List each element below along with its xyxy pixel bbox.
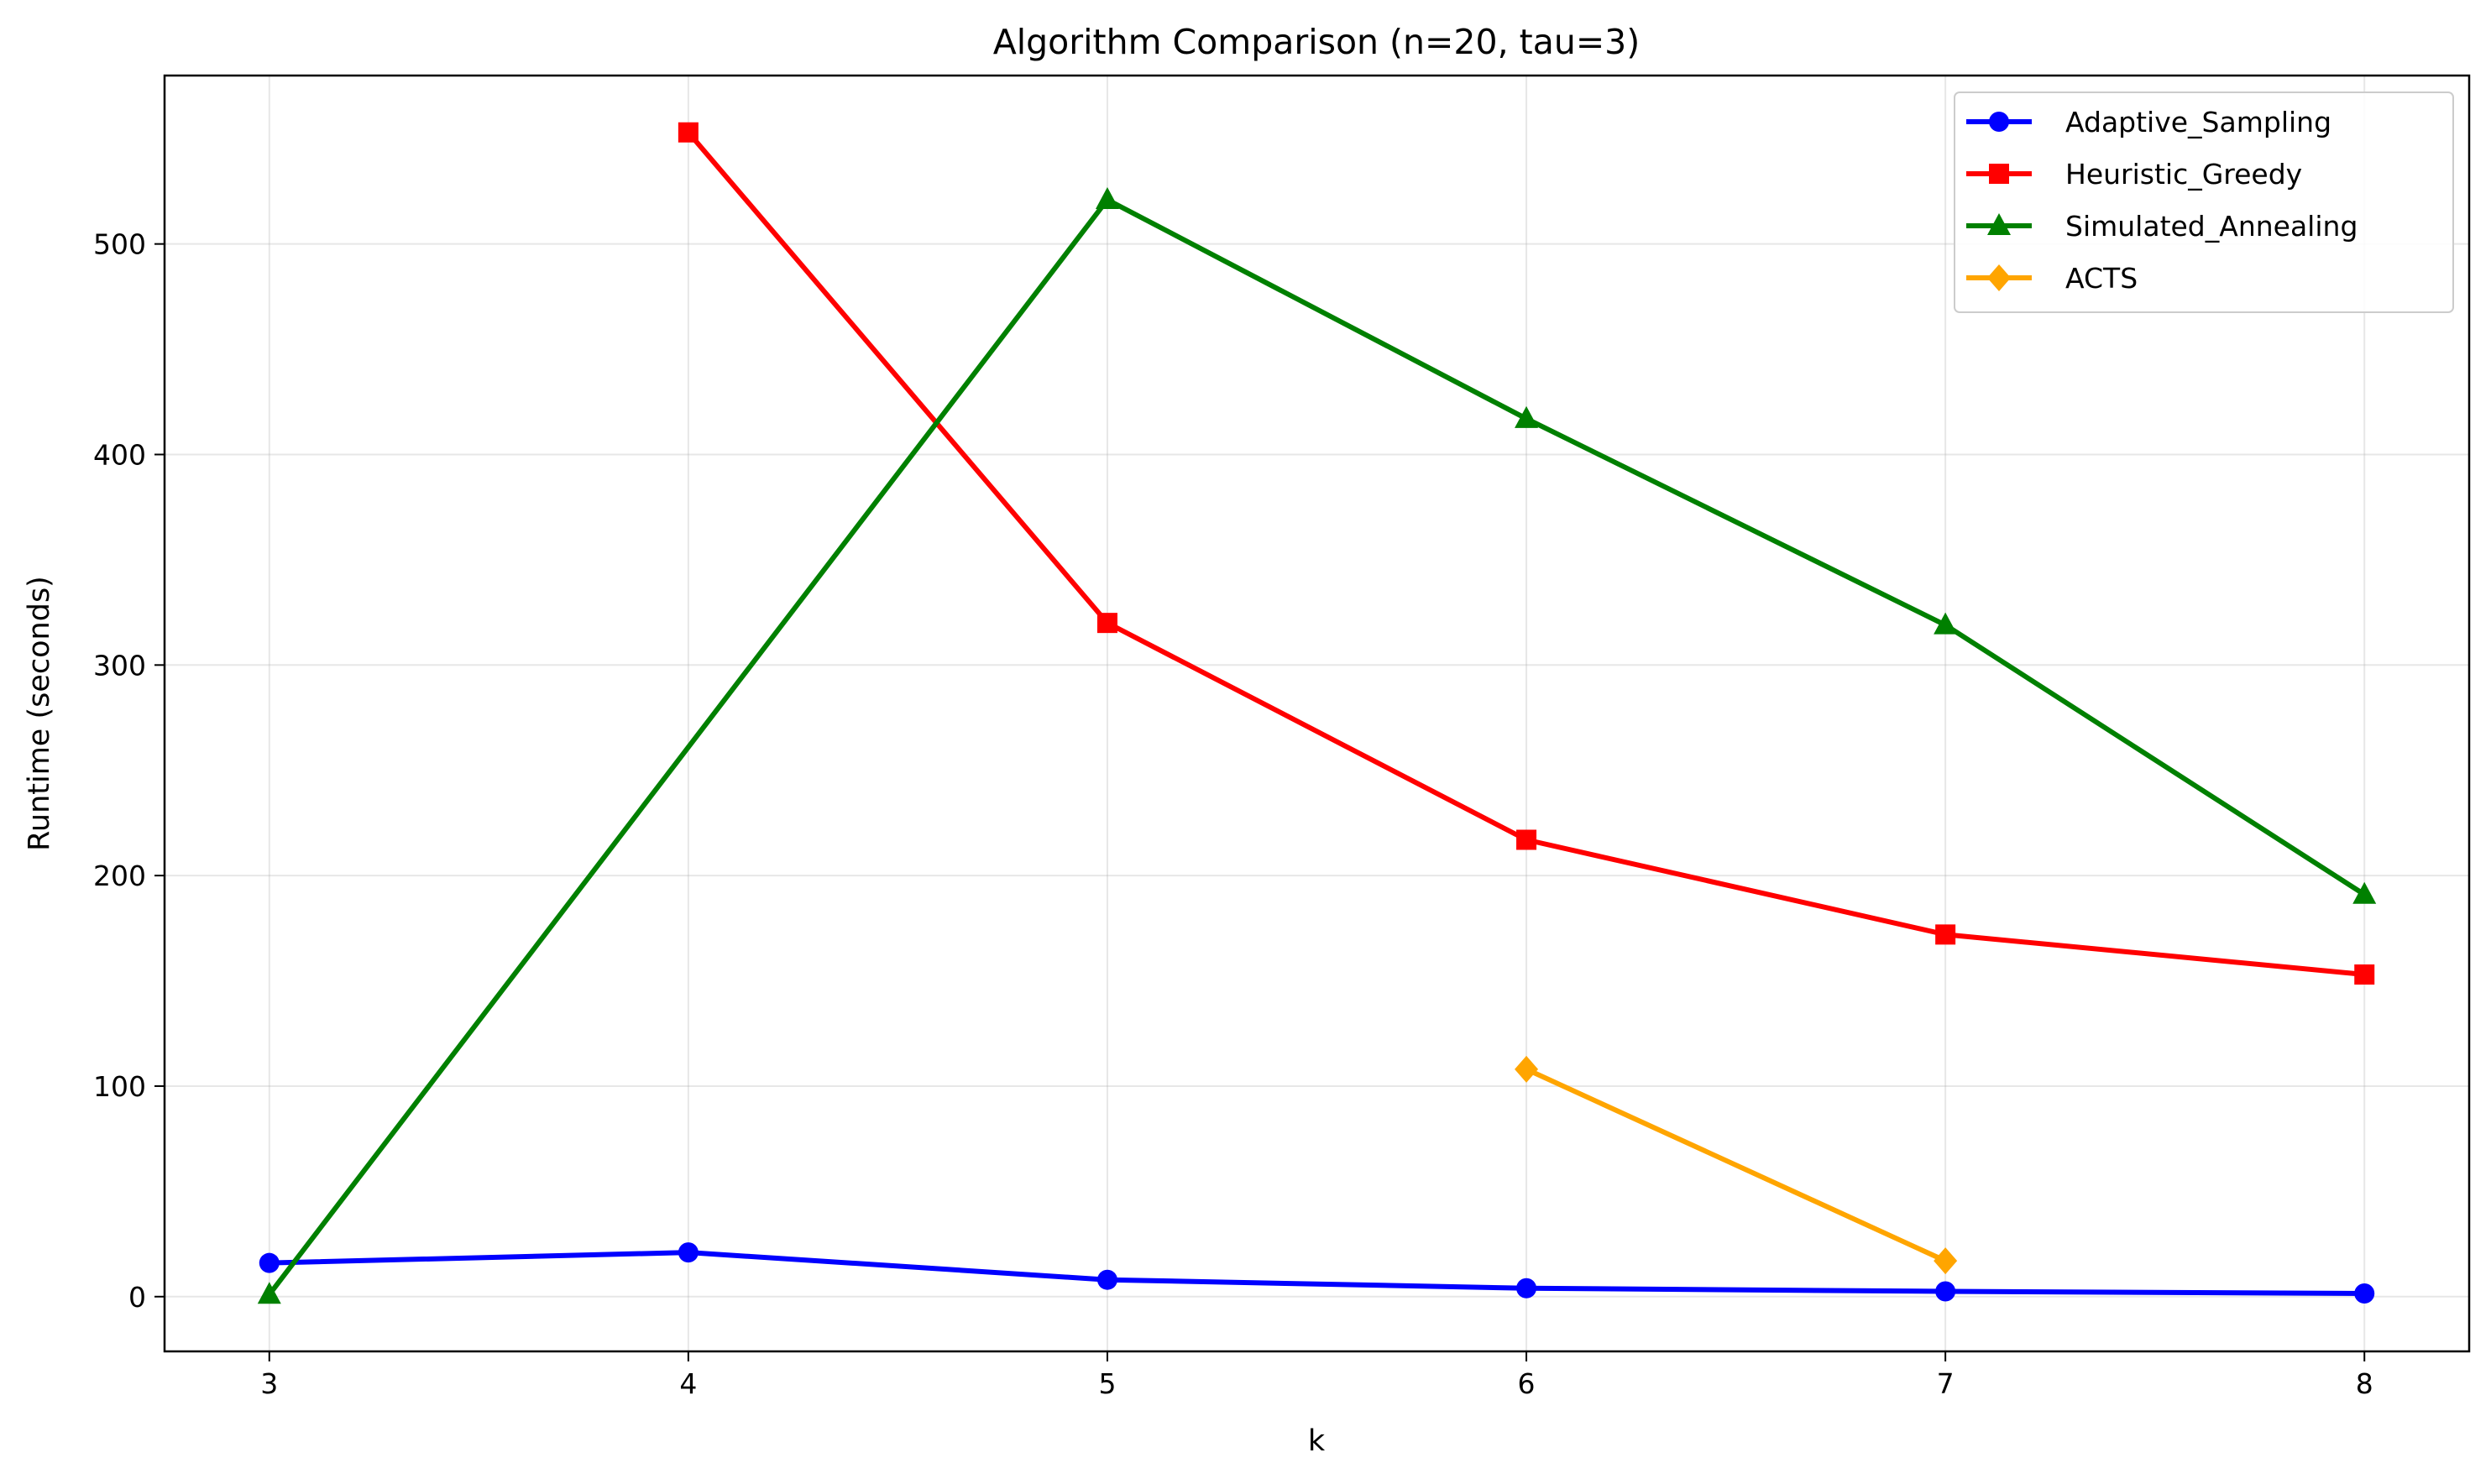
series-adaptive-sampling: [259, 1242, 2375, 1304]
data-point: [1516, 829, 1537, 850]
plot-frame: [163, 74, 2471, 1353]
x-tick-label: 5: [1098, 1367, 1116, 1400]
data-point: [1096, 1269, 1117, 1290]
y-tick-label: 300: [93, 649, 146, 682]
grid: [165, 76, 2469, 1351]
legend-entry: Adaptive_Sampling: [1966, 106, 2331, 138]
y-tick-label: 0: [128, 1281, 146, 1314]
legend-marker: [1987, 264, 2011, 291]
y-tick-label: 100: [93, 1070, 146, 1103]
series-acts: [1515, 1055, 1958, 1275]
data-point: [1934, 1247, 1958, 1275]
data-point: [1096, 613, 1117, 634]
series-layer: [257, 122, 2377, 1304]
data-point: [1935, 924, 1956, 945]
data-point: [2354, 1283, 2375, 1304]
series-line: [266, 1250, 2368, 1297]
y-tick-label: 500: [93, 228, 146, 261]
legend-marker: [1989, 164, 2009, 184]
x-tick-label: 8: [2356, 1367, 2373, 1400]
axis-ticks: 3 4 5 6 7 8 0 100 200 300 400 500: [93, 228, 2373, 1400]
legend-label: Simulated_Annealing: [2065, 210, 2358, 243]
x-tick-label: 4: [679, 1367, 697, 1400]
data-point: [1934, 612, 1958, 635]
legend-label: Heuristic_Greedy: [2065, 158, 2302, 191]
legend-label: ACTS: [2065, 262, 2138, 295]
x-tick-label: 3: [260, 1367, 278, 1400]
chart-title: Algorithm Comparison (n=20, tau=3): [993, 22, 1641, 62]
data-point: [678, 1242, 699, 1263]
data-point: [678, 122, 699, 143]
data-point: [257, 1282, 281, 1304]
legend-marker: [1989, 112, 2009, 132]
series-heuristic-greedy: [678, 122, 2375, 985]
legend-box: [1954, 91, 2454, 313]
data-point: [1516, 1278, 1537, 1298]
data-point: [1515, 1055, 1539, 1083]
y-tick-label: 400: [93, 438, 146, 471]
y-axis-label: Runtime (seconds): [23, 576, 56, 851]
series-simulated-annealing: [257, 186, 2377, 1304]
data-point: [1935, 1281, 1956, 1302]
series-line: [1524, 1066, 1949, 1264]
legend: Adaptive_Sampling Heuristic_Greedy Simulat…: [1954, 91, 2454, 313]
y-tick-label: 200: [93, 860, 146, 892]
data-point: [1515, 405, 1539, 428]
data-point: [2354, 964, 2375, 985]
x-tick-label: 6: [1518, 1367, 1536, 1400]
x-tick-label: 7: [1937, 1367, 1955, 1400]
legend-entry: ACTS: [1966, 262, 2138, 295]
data-point: [2352, 881, 2377, 904]
legend-entry: Heuristic_Greedy: [1966, 158, 2302, 191]
legend-label: Adaptive_Sampling: [2065, 106, 2331, 138]
legend-entry: Simulated_Annealing: [1966, 210, 2358, 243]
x-axis-label: k: [1308, 1424, 1326, 1458]
legend-marker: [1987, 213, 2011, 235]
data-point: [259, 1252, 280, 1273]
data-point: [1095, 186, 1119, 209]
